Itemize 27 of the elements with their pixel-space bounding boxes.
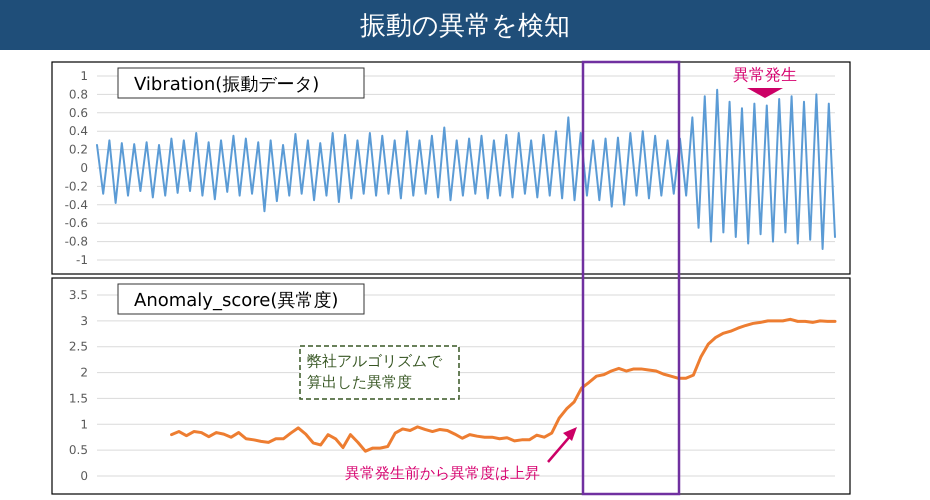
text: 振動の異常を検知 bbox=[360, 11, 570, 41]
y-tick-label: 1.5 bbox=[68, 391, 88, 406]
y-tick-label: 0 bbox=[80, 161, 88, 175]
y-tick-label: 0 bbox=[80, 469, 88, 483]
annotation: 弊社アルゴリズムで bbox=[307, 352, 443, 370]
y-tick-label: 1 bbox=[80, 417, 88, 432]
chart-title: Vibration(振動データ) bbox=[134, 74, 320, 95]
y-tick-label: -0.2 bbox=[64, 179, 88, 194]
y-tick-label: -0.4 bbox=[64, 198, 88, 212]
y-tick-label: 0.5 bbox=[68, 443, 88, 458]
line-series bbox=[170, 318, 836, 453]
annotation: 算出した異常度 bbox=[307, 373, 412, 391]
y-tick-label: -1 bbox=[76, 253, 88, 267]
y-tick-label: 1 bbox=[80, 69, 88, 83]
annotation: 異常発生 bbox=[733, 65, 797, 84]
y-tick-label: 0.4 bbox=[68, 124, 88, 138]
y-tick-label: 2.5 bbox=[68, 340, 88, 354]
y-tick-label: 0.2 bbox=[68, 142, 88, 157]
annotation: 異常発生前から異常度は上昇 bbox=[345, 464, 540, 482]
y-tick-label: -0.8 bbox=[64, 234, 88, 249]
y-tick-label: 0.6 bbox=[68, 106, 88, 120]
chart-title: Anomaly_score(異常度) bbox=[134, 290, 338, 311]
y-tick-label: 3.5 bbox=[68, 288, 88, 302]
y-tick-label: 2 bbox=[80, 366, 88, 380]
y-tick-label: 0.8 bbox=[68, 87, 88, 102]
y-tick-label: -0.6 bbox=[64, 216, 88, 230]
y-tick-label: 3 bbox=[80, 314, 88, 328]
